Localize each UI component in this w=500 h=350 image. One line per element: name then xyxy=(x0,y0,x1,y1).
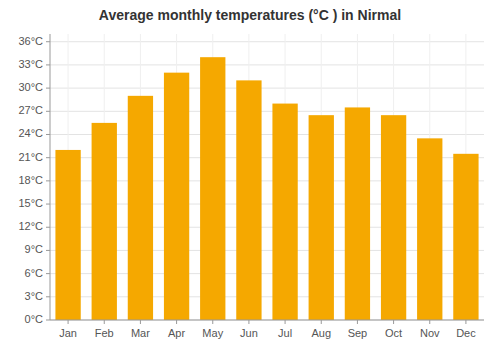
x-tick xyxy=(465,320,466,324)
x-tick xyxy=(285,320,286,324)
x-tick-label: Jul xyxy=(278,327,292,339)
y-tick xyxy=(46,250,50,251)
y-tick-label: 33°C xyxy=(18,58,43,70)
y-tick-label: 0°C xyxy=(25,313,44,325)
x-tick-label: Aug xyxy=(311,327,331,339)
x-axis-line xyxy=(50,320,484,321)
x-tick-label: Jan xyxy=(59,327,77,339)
y-tick xyxy=(46,273,50,274)
x-tick xyxy=(68,320,69,324)
x-tick-label: Feb xyxy=(95,327,114,339)
y-tick-label: 30°C xyxy=(18,81,43,93)
y-tick xyxy=(46,41,50,42)
x-tick-label: May xyxy=(202,327,223,339)
y-grid-line xyxy=(50,111,484,112)
y-tick-label: 36°C xyxy=(18,35,43,47)
bar xyxy=(164,73,189,320)
bar xyxy=(309,115,334,320)
y-tick-label: 6°C xyxy=(25,267,44,279)
y-tick xyxy=(46,204,50,205)
bar xyxy=(92,123,117,320)
x-tick xyxy=(248,320,249,324)
y-tick-label: 9°C xyxy=(25,243,44,255)
x-tick xyxy=(321,320,322,324)
y-tick xyxy=(46,296,50,297)
x-tick xyxy=(104,320,105,324)
y-grid-line xyxy=(50,320,484,321)
bar xyxy=(381,115,406,320)
y-tick-label: 12°C xyxy=(18,220,43,232)
y-tick xyxy=(46,157,50,158)
x-tick xyxy=(176,320,177,324)
bar xyxy=(128,96,153,320)
bar xyxy=(272,104,297,320)
x-tick-label: Jun xyxy=(240,327,258,339)
y-tick-label: 27°C xyxy=(18,104,43,116)
y-tick xyxy=(46,88,50,89)
x-tick-label: Sep xyxy=(348,327,368,339)
x-tick-label: Dec xyxy=(456,327,476,339)
x-tick xyxy=(357,320,358,324)
y-tick xyxy=(46,64,50,65)
x-tick-label: Apr xyxy=(168,327,185,339)
x-tick-label: Nov xyxy=(420,327,440,339)
y-tick-label: 3°C xyxy=(25,290,44,302)
y-tick xyxy=(46,320,50,321)
y-tick xyxy=(46,111,50,112)
bar xyxy=(453,154,478,320)
y-tick-label: 15°C xyxy=(18,197,43,209)
y-tick xyxy=(46,134,50,135)
y-tick xyxy=(46,227,50,228)
grid xyxy=(50,34,484,320)
y-tick-label: 18°C xyxy=(18,174,43,186)
bar xyxy=(200,57,225,320)
y-tick-label: 21°C xyxy=(18,151,43,163)
bar xyxy=(236,80,261,320)
x-tick-label: Oct xyxy=(385,327,402,339)
y-axis-line xyxy=(50,34,51,320)
title: Average monthly temperatures (°C ) in Ni… xyxy=(99,7,401,23)
bar xyxy=(417,138,442,320)
x-tick-label: Mar xyxy=(131,327,150,339)
y-grid-line xyxy=(50,88,484,89)
bars xyxy=(55,57,478,320)
axes: 0°C 3°C 6°C 9°C 12°C 15°C 18°C 21°C 24°C 27°C 30°C… xyxy=(18,34,484,339)
y-grid-line xyxy=(50,64,484,65)
x-tick xyxy=(212,320,213,324)
x-tick xyxy=(393,320,394,324)
y-grid-line xyxy=(50,41,484,42)
x-tick xyxy=(429,320,430,324)
x-tick xyxy=(140,320,141,324)
bar xyxy=(55,150,80,320)
bar xyxy=(345,107,370,320)
y-tick-label: 24°C xyxy=(18,127,43,139)
y-tick xyxy=(46,180,50,181)
chart: 0°C 3°C 6°C 9°C 12°C 15°C 18°C 21°C 24°C 27°C 30°C… xyxy=(0,0,500,350)
